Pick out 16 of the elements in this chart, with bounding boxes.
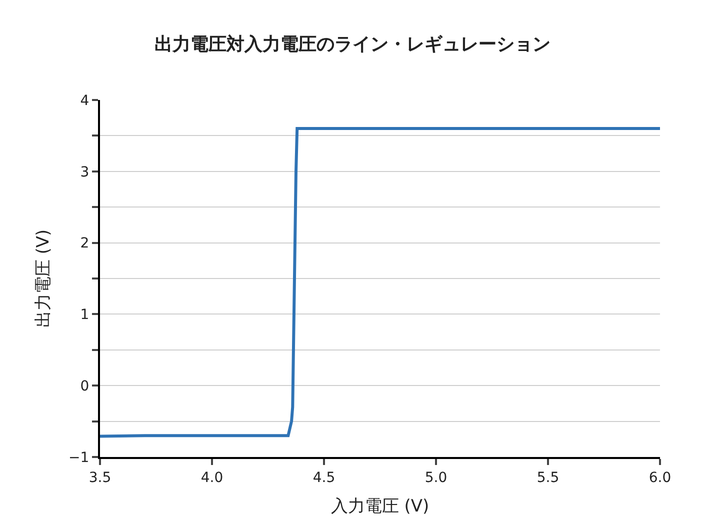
y-axis-title: 出力電圧 (V): [34, 229, 54, 328]
x-tick-label: 4.0: [200, 470, 224, 486]
x-tick-label: 3.5: [88, 470, 112, 486]
y-tick-label: 1: [80, 307, 90, 324]
x-tick-label: 6.0: [648, 470, 672, 486]
y-tick-label: 0: [80, 378, 90, 394]
x-tick-label: 5.5: [536, 470, 560, 486]
x-tick-label: 4.5: [312, 470, 336, 486]
x-tick-label: 5.0: [424, 470, 448, 486]
y-tick-label: 2: [80, 236, 90, 252]
y-tick-label: 4: [80, 92, 90, 109]
x-axis-title: 入力電圧 (V): [330, 496, 430, 517]
y-tick-label: 3: [80, 164, 90, 180]
line-series: [100, 127, 660, 438]
chart-title: 出力電圧対入力電圧のライン・レギュレーション: [154, 34, 550, 55]
y-tick-label: −1: [68, 450, 90, 466]
